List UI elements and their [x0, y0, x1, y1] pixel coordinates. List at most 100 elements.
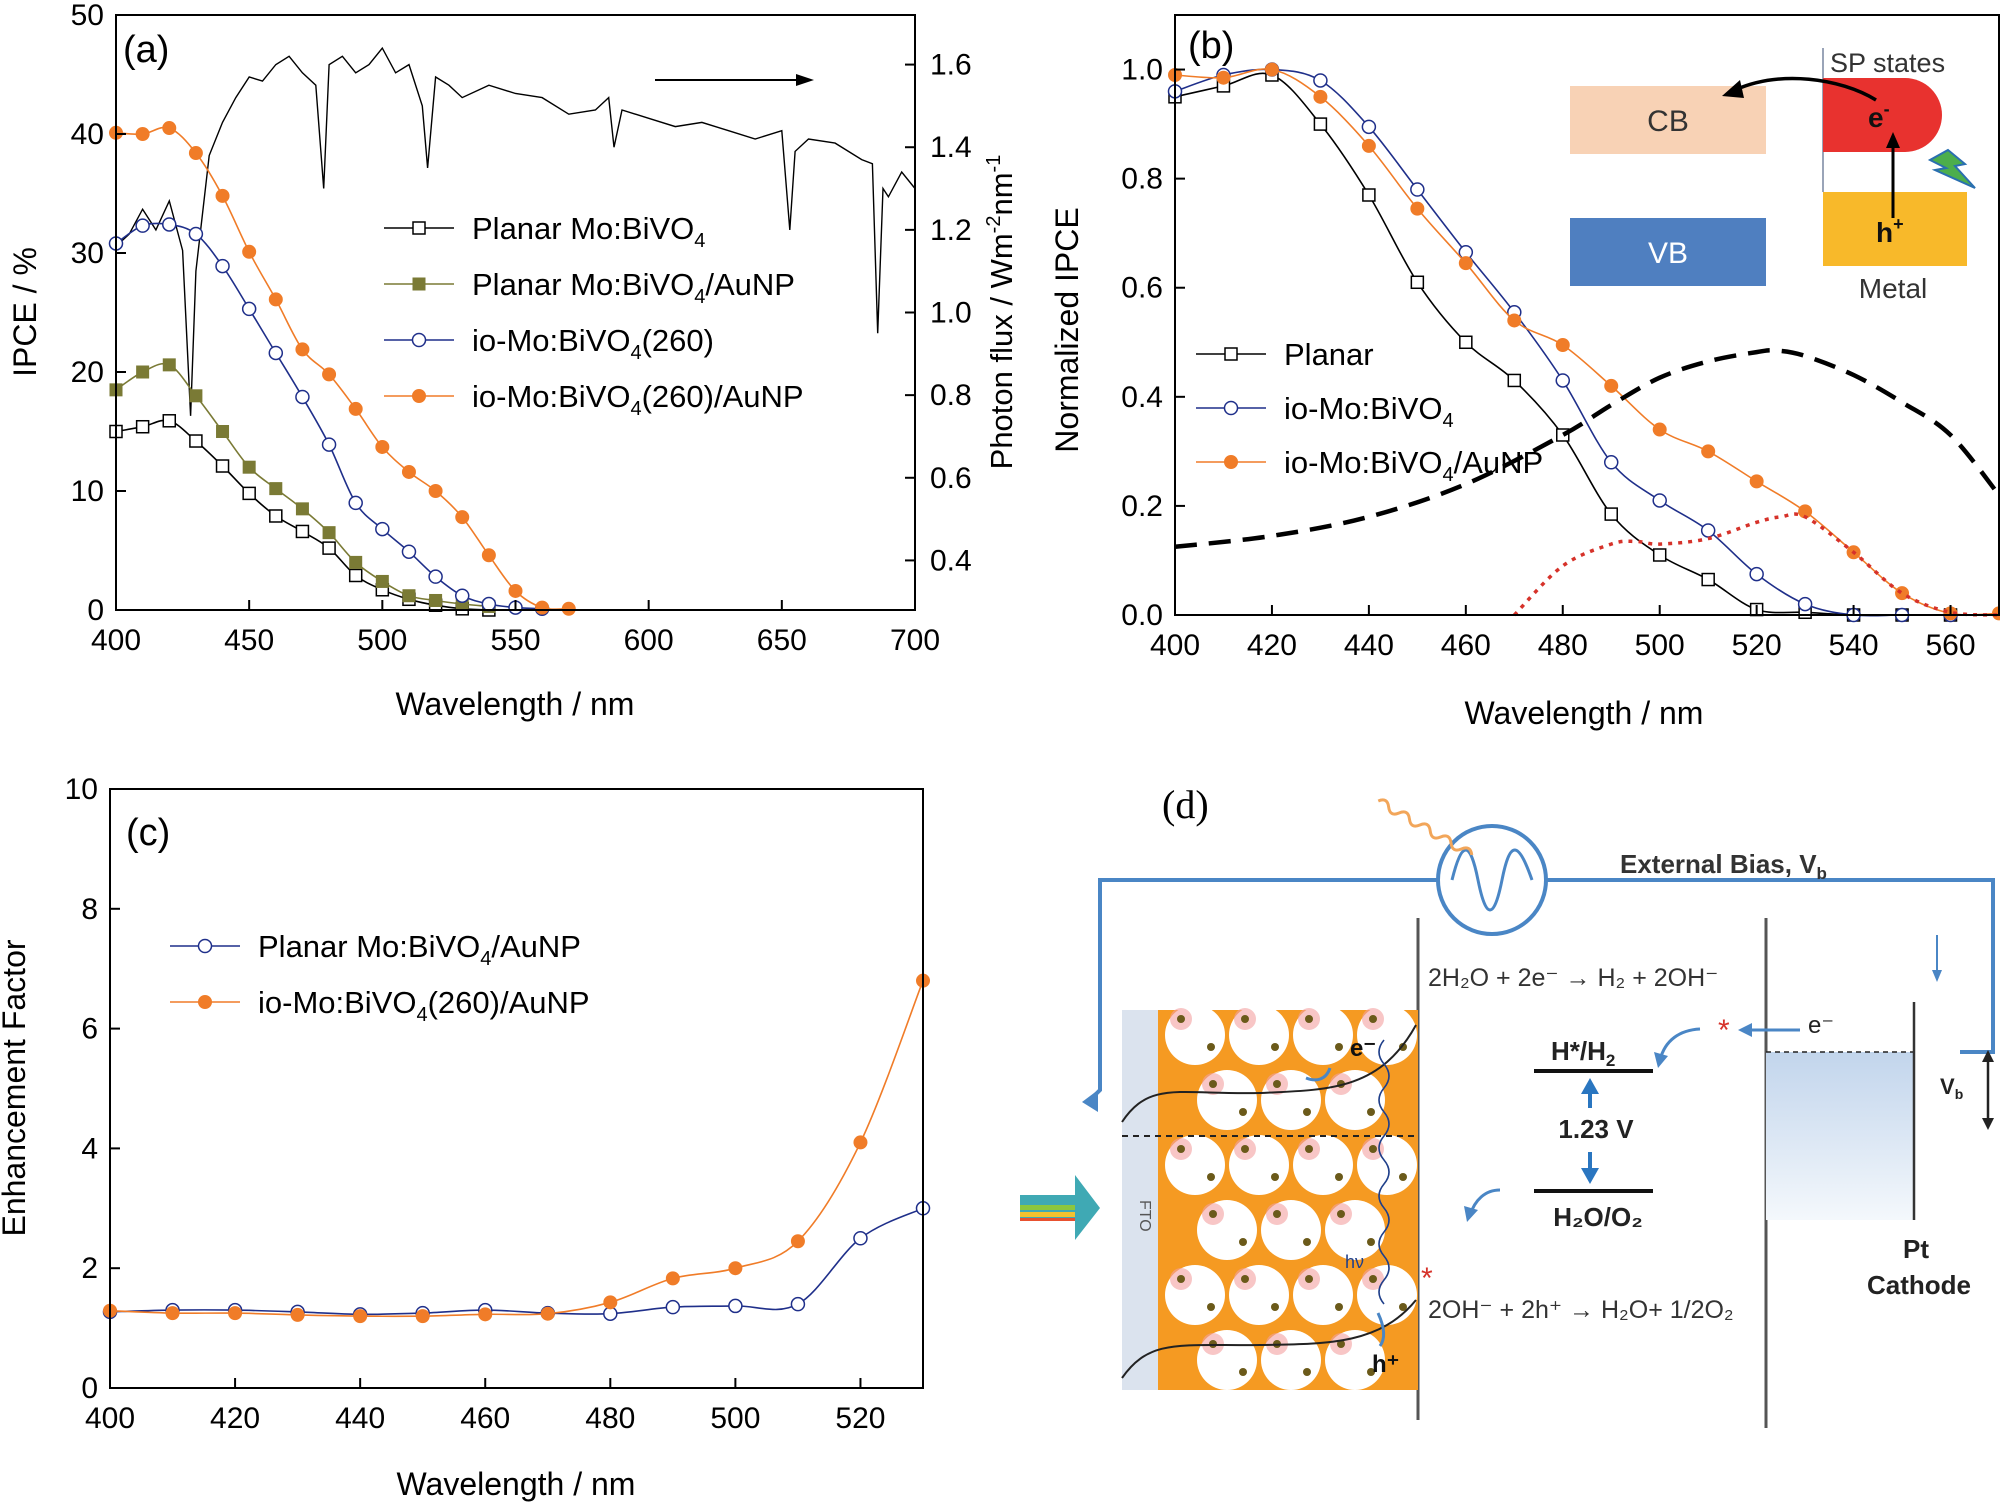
x-tick-label: 460: [460, 1402, 510, 1435]
data-point: [478, 1307, 493, 1322]
circuit-current-arrow-head: [1932, 970, 1942, 982]
data-point: [1555, 338, 1570, 352]
data-point: [665, 1271, 680, 1286]
data-point: [1555, 373, 1571, 388]
y2-tick-label: 0.6: [930, 462, 972, 495]
data-point: [428, 569, 443, 584]
gold-nanoparticle: [1241, 1015, 1249, 1023]
y-tick-label: 4: [81, 1132, 98, 1165]
data-point: [1410, 182, 1425, 197]
hole-return-arrow: [1376, 1312, 1386, 1347]
conduction-band-edge: [1121, 1024, 1417, 1123]
data-point: [189, 434, 203, 448]
x-tick-label: 500: [1635, 629, 1685, 662]
data-point: [188, 226, 204, 242]
y-tick-label: 10: [71, 475, 104, 508]
legend-entry-1: io-Mo:BiVO4(260)/AuNP: [258, 985, 590, 1026]
data-point: [348, 401, 363, 416]
x-tick-label: 500: [710, 1402, 760, 1435]
panel-c-label: (c): [126, 812, 170, 854]
legend-entry-2: io-Mo:BiVO4/AuNP: [1284, 445, 1543, 486]
data-point: [1459, 335, 1473, 350]
oxidation-star: *: [1421, 1262, 1433, 1295]
sp-electron-label: e-: [1868, 99, 1890, 133]
data-point: [295, 502, 309, 516]
photon-absorption-wave: [1378, 1039, 1390, 1305]
x-tick-label: 420: [210, 1402, 260, 1435]
y-tick-label: 0.8: [1121, 163, 1163, 196]
data-point: [481, 596, 497, 612]
data-point: [853, 1231, 868, 1246]
panel-c-y-ticks: 0 2 4 6 8 10: [65, 773, 120, 1405]
gold-nanoparticle: [1271, 1173, 1279, 1181]
external-bias-label: External Bias, Vb: [1620, 849, 1827, 883]
reduction-reaction: 2H₂O + 2e⁻ → H₂ + 2OH⁻: [1428, 964, 1718, 992]
data-point: [853, 1135, 868, 1150]
gold-nanoparticle: [1337, 1210, 1345, 1218]
data-point: [215, 258, 230, 274]
data-point: [428, 484, 443, 498]
data-point: [401, 464, 416, 479]
electron-return-arrow: [1305, 1067, 1332, 1082]
data-point: [162, 358, 176, 372]
y2-tick-label: 0.8: [930, 379, 972, 412]
x-tick-label: 560: [1925, 629, 1975, 662]
panel-a-y-axis-label: IPCE / %: [7, 247, 43, 377]
x-tick-label: 650: [757, 624, 807, 657]
x-tick-label: 480: [1538, 629, 1588, 662]
data-point: [1216, 70, 1231, 85]
data-point: [268, 292, 283, 307]
data-point: [415, 1309, 430, 1324]
oxidation-reaction: 2OH⁻ + 2h⁺ → H₂O+ 1/2O₂: [1428, 1296, 1734, 1324]
injection-arrow: [1734, 76, 1877, 102]
x-tick-label: 420: [1247, 629, 1297, 662]
data-point: [1652, 422, 1667, 437]
electron-flow-arrow-head: [1738, 1023, 1752, 1037]
y-tick-label: 0.6: [1121, 272, 1163, 305]
legend-marker: [412, 221, 426, 235]
circuit-wire-left: [1088, 878, 1104, 1102]
gold-nanoparticle: [1239, 1108, 1247, 1116]
legend-marker: [197, 938, 213, 954]
panel-a-x-axis-label: Wavelength / nm: [396, 686, 635, 722]
data-point: [1507, 313, 1522, 328]
data-point: [1313, 73, 1328, 88]
legend-entry-0: Planar: [1284, 337, 1374, 372]
cb-label: CB: [1647, 105, 1689, 138]
x-tick-label: 480: [585, 1402, 635, 1435]
data-point: [162, 217, 177, 232]
incident-light-stripe-yellow: [1020, 1212, 1075, 1217]
sp-states-shape: [1823, 78, 1942, 152]
panel-a: 400 450 500 550 600 650 700 0 10 20 30 40 50 0.4 0.6…: [7, 0, 1019, 722]
panel-c-x-ticks: 400 420 440 460 480 500 520: [85, 1378, 885, 1435]
data-point: [162, 414, 177, 428]
y-tick-label: 20: [71, 356, 104, 389]
legend-entry-1: io-Mo:BiVO4: [1284, 391, 1454, 432]
band-diagram-inset: CB VB SP states e- h+ Metal: [1570, 48, 1976, 304]
data-point: [401, 544, 417, 559]
data-point: [353, 1309, 368, 1324]
data-point: [1361, 138, 1376, 153]
legend-marker: [198, 995, 212, 1009]
panel-b-legend: Planar io-Mo:BiVO4 io-Mo:BiVO4/AuNP: [1196, 337, 1543, 486]
y-tick-label: 30: [71, 237, 104, 270]
gold-nanoparticle: [1367, 1108, 1375, 1116]
data-point: [188, 146, 203, 161]
y-tick-label: 50: [71, 0, 104, 32]
data-point: [1361, 119, 1377, 135]
data-point: [1313, 117, 1328, 131]
gold-nanoparticle: [1241, 1145, 1249, 1153]
gold-nanoparticle: [1209, 1210, 1217, 1218]
gold-nanoparticle: [1369, 1275, 1377, 1283]
x-tick-label: 440: [335, 1402, 385, 1435]
data-point: [162, 121, 177, 136]
vb-label: VB: [1648, 237, 1688, 270]
panel-a-y-ticks-right: 0.4 0.6 0.8 1.0 1.2 1.4 1.6: [905, 49, 972, 577]
o-level-label: H₂O/O₂: [1553, 1202, 1643, 1232]
gold-nanoparticle: [1335, 1173, 1343, 1181]
x-tick-label: 520: [1732, 629, 1782, 662]
gold-nanoparticle: [1399, 1173, 1407, 1181]
data-point: [189, 389, 203, 403]
data-point: [228, 1306, 243, 1321]
x-tick-label: 400: [85, 1402, 135, 1435]
